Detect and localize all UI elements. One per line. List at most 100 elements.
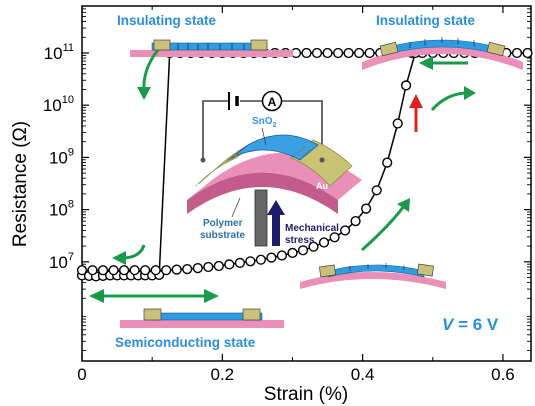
green-arrow-right-upper-head	[464, 86, 476, 100]
data-point	[76, 265, 88, 276]
data-point	[245, 256, 256, 267]
data-point	[311, 47, 323, 59]
device-sno2-film	[227, 134, 319, 161]
green-arrow-top-left-head	[137, 87, 151, 100]
crack-marks-top	[177, 43, 245, 50]
data-point	[287, 247, 298, 259]
data-point	[329, 232, 340, 243]
electrode-bottom-right	[242, 308, 261, 321]
data-point	[301, 47, 312, 59]
data-point	[297, 245, 309, 256]
flat-substrate-top	[130, 50, 293, 57]
data-point	[255, 254, 267, 265]
electrode-top-right	[250, 39, 268, 51]
polymer-label-line1: Polymer	[203, 218, 243, 229]
data-point	[203, 261, 214, 273]
data-point	[266, 252, 277, 263]
data-point	[97, 265, 109, 276]
device-illustration: A SnO2 Au Au Polymer substrate Mechanica…	[187, 90, 362, 247]
data-point	[150, 265, 161, 276]
device-substrate-side	[187, 172, 338, 214]
data-point	[171, 264, 182, 275]
crack-marks-bent	[409, 37, 475, 48]
ammeter-label: A	[268, 95, 277, 109]
y-tick-label: 109	[49, 146, 74, 167]
inset-slightly-bent	[300, 263, 446, 289]
data-point	[354, 47, 365, 59]
data-point	[108, 265, 119, 276]
y-tick-label: 108	[49, 199, 74, 220]
device-electrode-fingers	[225, 145, 312, 163]
data-point	[234, 257, 246, 269]
electrode-slight-right	[416, 263, 435, 277]
semiconducting-label: Semiconducting state	[115, 335, 256, 350]
data-point	[318, 237, 330, 248]
data-point	[364, 47, 375, 59]
y-tick-label: 1011	[44, 42, 74, 63]
x-axis-label: Strain (%)	[264, 384, 348, 405]
au-right-label: Au	[316, 181, 328, 191]
green-arrow-top-right-head	[419, 56, 433, 70]
flat-substrate-bottom	[120, 320, 284, 328]
data-point	[401, 80, 412, 91]
green-arrow-left-lower-head	[112, 251, 126, 265]
circuit-wire	[202, 100, 323, 160]
inset-semiconducting: Semiconducting state	[115, 308, 284, 350]
slight-bent-substrate	[300, 272, 446, 289]
polymer-pointer	[231, 197, 241, 218]
green-arrow-mid-head	[397, 198, 410, 212]
y-axis-label: Resistance (Ω)	[10, 121, 31, 247]
electrode-slight-left	[318, 264, 337, 278]
data-point	[522, 47, 533, 59]
data-point	[140, 265, 151, 276]
data-point	[382, 157, 393, 168]
electrode-top-left	[153, 39, 171, 51]
insulating-left-label: Insulating state	[117, 13, 217, 28]
data-point	[224, 259, 235, 270]
data-point	[308, 241, 319, 252]
y-tick-label: 107	[49, 251, 74, 272]
data-point	[87, 265, 98, 276]
data-point	[213, 260, 224, 272]
plot-frame	[81, 5, 532, 362]
sno2-label: SnO2	[252, 116, 277, 129]
ammeter-icon	[261, 90, 283, 112]
x-tick-label: 0.4	[351, 365, 375, 384]
electrode-bottom-left	[143, 308, 162, 321]
bent-substrate-top	[362, 46, 523, 70]
mechanical-label-line2: stress	[285, 235, 315, 246]
x-tick-label: 0.2	[210, 365, 234, 384]
green-arrow-double-head-right	[204, 289, 219, 303]
voltage-annotation: V = 6 V	[442, 315, 499, 334]
data-point	[340, 225, 351, 236]
x-axis-ticks: 0 0.2 0.4 0.6	[77, 6, 515, 384]
stress-rod	[254, 189, 268, 247]
data-point	[333, 47, 344, 59]
data-point	[161, 265, 172, 276]
data-point	[192, 263, 203, 274]
slight-bent-film	[327, 264, 425, 278]
green-arrows	[89, 49, 476, 303]
polymer-label-line2: substrate	[200, 230, 245, 241]
green-arrow-double-head-left	[89, 289, 104, 303]
au-left-label: Au	[190, 181, 202, 191]
data-point	[392, 118, 403, 129]
electrode-bent-right	[486, 41, 506, 57]
data-point	[350, 216, 361, 227]
data-point	[276, 250, 288, 261]
data-point	[371, 185, 382, 196]
x-tick-label: 0	[77, 365, 86, 384]
green-arrow-right-upper	[430, 91, 469, 112]
green-arrow-mid	[361, 205, 406, 252]
electrode-bent-left	[379, 41, 399, 57]
data-point	[322, 47, 333, 59]
mechanical-label-line1: Mechanical	[285, 223, 339, 234]
insulating-right-label: Insulating state	[376, 13, 476, 28]
red-arrow-head	[409, 94, 423, 108]
data-point	[343, 47, 354, 59]
crack-marks-slight	[349, 263, 405, 271]
inset-insulating-right: Insulating state	[362, 13, 523, 70]
contact-left-icon	[200, 157, 206, 163]
data-point	[129, 265, 140, 276]
